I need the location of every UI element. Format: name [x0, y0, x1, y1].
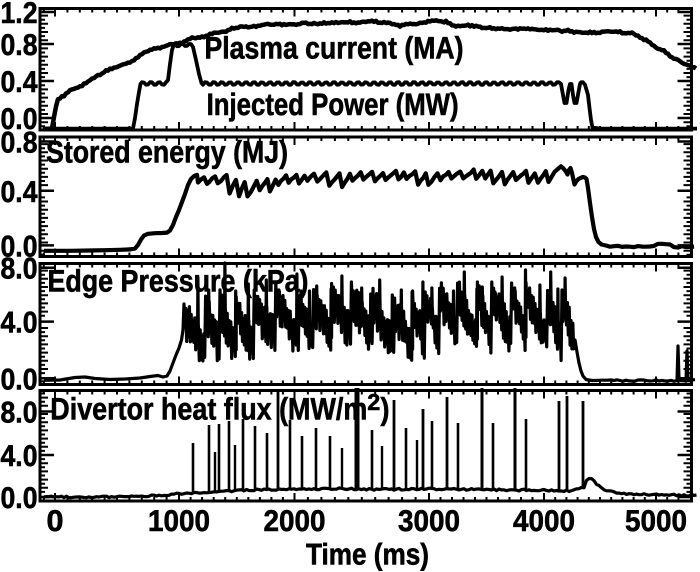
svg-text:0.8: 0.8: [1, 29, 38, 62]
svg-text:Injected Power (MW): Injected Power (MW): [207, 87, 459, 122]
svg-text:0.0: 0.0: [1, 363, 38, 396]
svg-text:0.4: 0.4: [1, 66, 38, 99]
svg-text:1.2: 1.2: [1, 0, 38, 30]
svg-text:Plasma current (MA): Plasma current (MA): [205, 31, 464, 66]
svg-text:5000: 5000: [625, 505, 687, 538]
svg-text:0.0: 0.0: [1, 230, 38, 263]
svg-text:4.0: 4.0: [1, 307, 38, 340]
svg-text:Time (ms): Time (ms): [306, 539, 429, 572]
svg-text:0.0: 0.0: [1, 482, 38, 515]
svg-text:4.0: 4.0: [1, 440, 38, 473]
svg-text:0.0: 0.0: [1, 103, 38, 136]
svg-text:Edge Pressure (kPa): Edge Pressure (kPa): [48, 264, 309, 299]
svg-text:): ): [381, 392, 390, 427]
svg-text:8.0: 8.0: [1, 397, 38, 430]
svg-text:Divertor heat flux (MW/m: Divertor heat flux (MW/m: [50, 392, 367, 427]
svg-text:2000: 2000: [264, 505, 326, 538]
svg-text:0.8: 0.8: [1, 127, 38, 160]
svg-text:8.0: 8.0: [1, 253, 38, 286]
svg-text:Stored energy (MJ): Stored energy (MJ): [46, 135, 288, 170]
svg-text:0.4: 0.4: [1, 176, 38, 209]
svg-text:0: 0: [47, 505, 64, 538]
svg-text:3000: 3000: [398, 505, 460, 538]
svg-text:1000: 1000: [148, 505, 210, 538]
svg-text:2: 2: [367, 389, 380, 415]
svg-text:4000: 4000: [513, 505, 575, 538]
